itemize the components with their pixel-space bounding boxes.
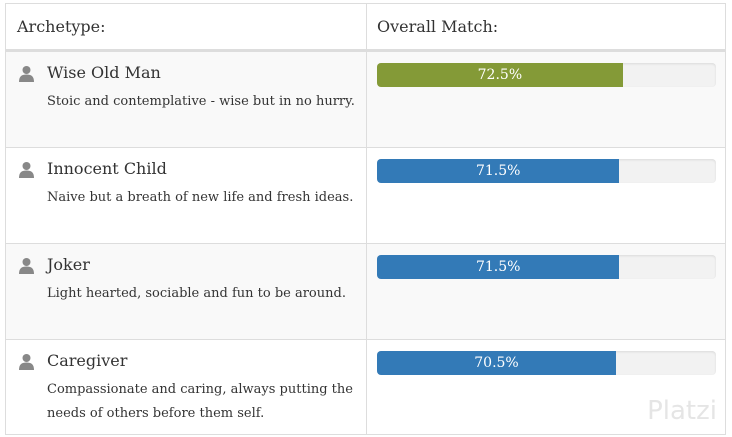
table-row: Joker Light hearted, sociable and fun to … [6, 243, 725, 339]
column-divider [366, 4, 367, 434]
progress-bar: 70.5% [377, 351, 616, 375]
table-row: Wise Old Man Stoic and contemplative - wi… [6, 51, 725, 147]
archetype-description: Stoic and contemplative - wise but in no… [47, 94, 355, 109]
archetype-description: Compassionate and caring, always putting… [47, 382, 353, 421]
archetype-description: Naive but a breath of new life and fresh… [47, 190, 354, 205]
table-header: Archetype: Overall Match: [6, 4, 725, 51]
archetype-description: Light hearted, sociable and fun to be ar… [47, 286, 346, 301]
archetype-name: Innocent Child [47, 159, 167, 178]
progress-track: 72.5% [377, 63, 716, 87]
match-table: Archetype: Overall Match: Wise Old Man St… [5, 3, 726, 435]
progress-label: 72.5% [477, 67, 523, 83]
progress-label: 71.5% [475, 259, 521, 275]
archetype-name: Wise Old Man [47, 63, 161, 82]
table-row: Innocent Child Naive but a breath of new … [6, 147, 725, 243]
progress-track: 70.5% [377, 351, 716, 375]
progress-track: 71.5% [377, 159, 716, 183]
header-archetype: Archetype: [17, 17, 106, 36]
person-icon [18, 257, 35, 278]
progress-label: 71.5% [475, 163, 521, 179]
person-icon [18, 65, 35, 86]
progress-bar: 71.5% [377, 159, 620, 183]
progress-bar: 71.5% [377, 255, 620, 279]
person-icon [18, 161, 35, 182]
person-icon [18, 353, 35, 374]
progress-track: 71.5% [377, 255, 716, 279]
watermark: Platzi [647, 396, 717, 426]
header-match: Overall Match: [377, 17, 499, 36]
progress-label: 70.5% [474, 355, 519, 371]
table-row: Caregiver Compassionate and caring, alway… [6, 339, 725, 435]
progress-bar: 72.5% [377, 63, 623, 87]
archetype-name: Joker [47, 255, 90, 274]
archetype-name: Caregiver [47, 351, 128, 370]
